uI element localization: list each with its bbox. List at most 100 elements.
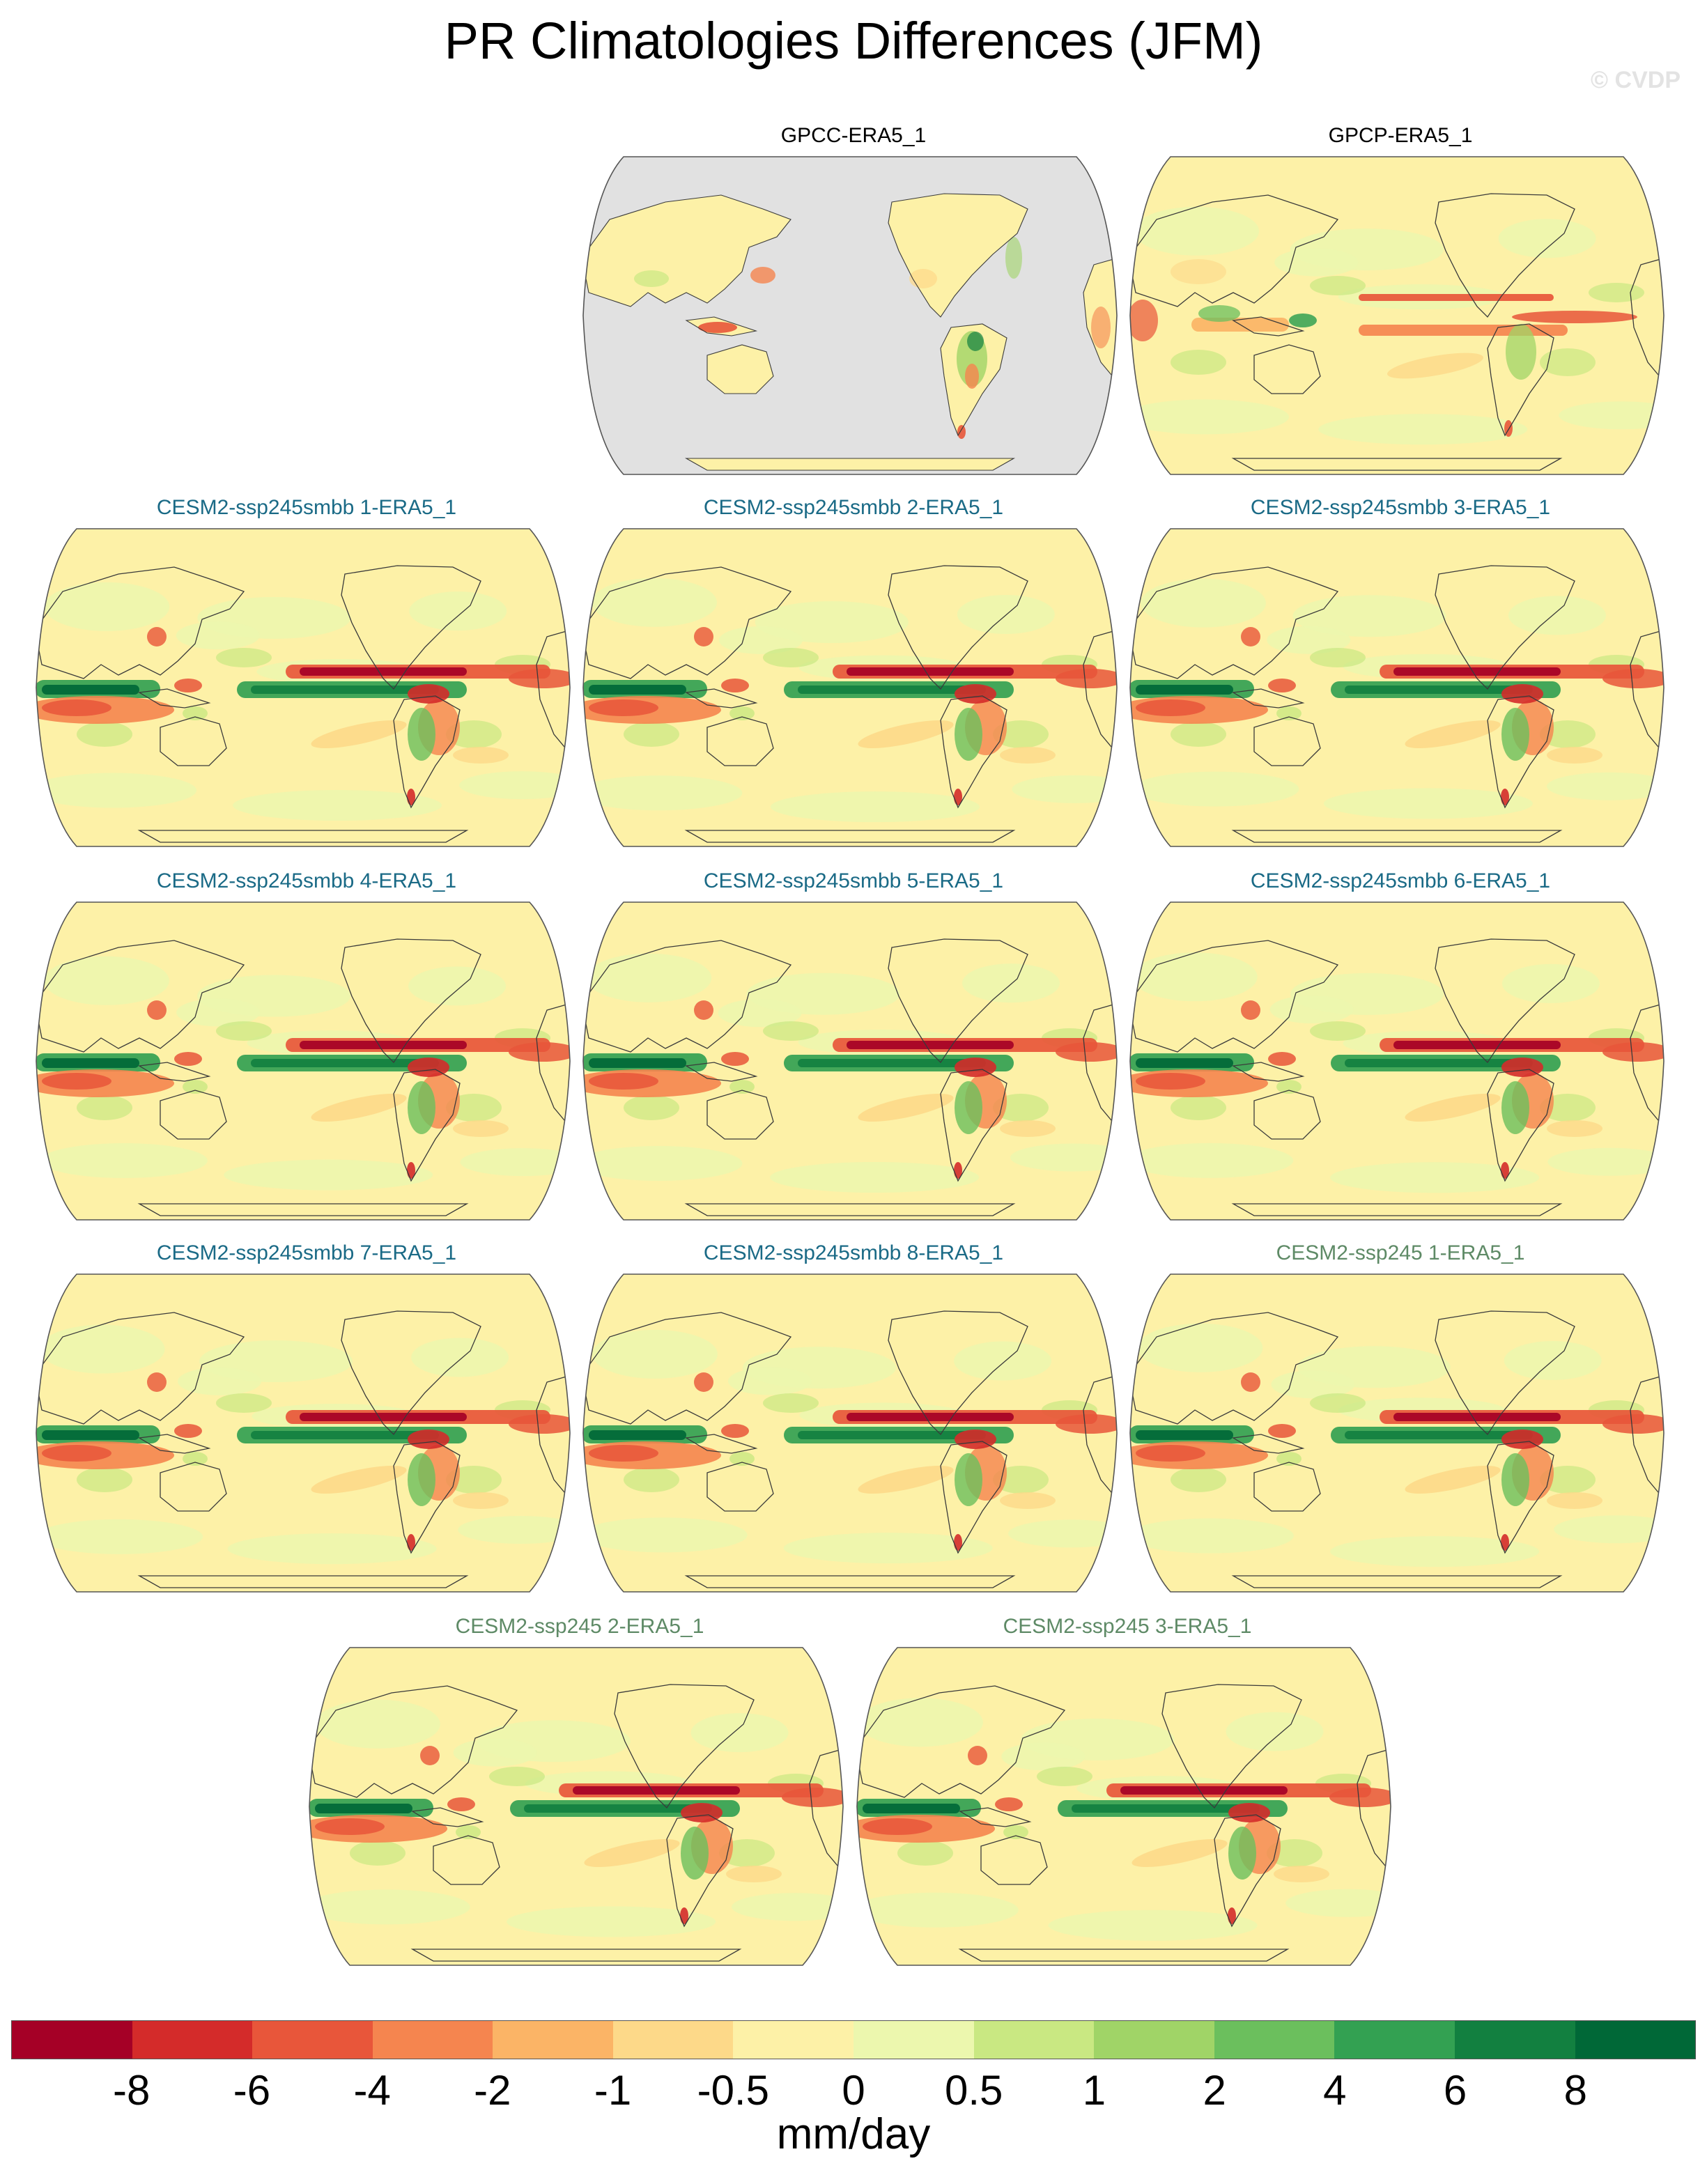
- precip-anomaly-patch: [1547, 747, 1602, 764]
- coastline-africa-west: [536, 1002, 570, 1130]
- coastline-africa-west: [1630, 257, 1664, 385]
- precip-anomaly-patch: [1001, 1742, 1086, 1771]
- precip-anomaly-patch: [147, 1372, 167, 1392]
- precip-anomaly-patch: [1405, 720, 1501, 748]
- precip-anomaly-patch: [36, 1519, 203, 1554]
- precip-anomaly-patch: [858, 1466, 954, 1494]
- coastline-antarctica: [137, 830, 469, 843]
- precip-anomaly-patch: [897, 1841, 953, 1866]
- precip-anomaly-patch: [858, 1094, 954, 1122]
- precip-anomaly-patch: [583, 1517, 748, 1553]
- map-panel: CESM2-ssp245 2-ERA5_1: [308, 1615, 851, 1991]
- land-field-antarctica: [686, 458, 1014, 470]
- map-border: [36, 528, 571, 847]
- colorbar-cell: [12, 2021, 132, 2059]
- colorbar-tick-label: 0: [842, 2067, 865, 2114]
- colorbar: [11, 2020, 1696, 2059]
- precip-anomaly-patch: [216, 1393, 272, 1413]
- colorbar-tick-label: 0.5: [944, 2067, 1003, 2114]
- colorbar-tick-label: -2: [474, 2067, 511, 2114]
- precip-anomaly-patch: [957, 425, 966, 439]
- precip-anomaly-patch: [624, 722, 679, 747]
- precip-anomaly-patch: [1226, 1712, 1324, 1751]
- coastline-north-america: [341, 938, 481, 1064]
- precip-anomaly-patch: [1268, 679, 1296, 692]
- precip-anomaly-patch: [1228, 1803, 1270, 1822]
- precip-anomaly-patch: [176, 998, 261, 1027]
- equatorial-wet-band: [589, 1430, 686, 1440]
- precip-anomaly-patch: [1602, 669, 1664, 688]
- coastline-south-america: [1214, 1814, 1281, 1928]
- precip-anomaly-patch: [174, 679, 202, 692]
- robinson-map: [1129, 156, 1664, 475]
- coastline-antarctica: [1231, 830, 1563, 843]
- colorbar-cell: [1575, 2021, 1696, 2059]
- coastline-south-america: [940, 1441, 1007, 1554]
- precip-anomaly-patch: [1501, 1081, 1529, 1134]
- precip-anomaly-patch: [1130, 300, 1158, 341]
- coastline-south-america: [393, 1441, 461, 1554]
- precip-anomaly-patch: [718, 626, 803, 654]
- map-panel: CESM2-ssp245 1-ERA5_1: [1129, 1241, 1672, 1618]
- precip-anomaly-patch: [624, 1095, 679, 1120]
- precip-anomaly-patch: [583, 1145, 743, 1181]
- precip-anomaly-patch: [954, 1341, 1052, 1381]
- robinson-map: [582, 1273, 1118, 1593]
- precip-anomaly-patch: [42, 699, 111, 716]
- precip-anomaly-patch: [634, 270, 669, 287]
- precip-anomaly-patch: [1547, 772, 1664, 800]
- precip-anomaly-patch: [507, 1906, 716, 1937]
- map-panel: CESM2-ssp245smbb 1-ERA5_1: [35, 496, 578, 872]
- itcz-band: [1359, 325, 1568, 336]
- precip-anomaly-patch: [1547, 1120, 1602, 1137]
- precip-anomaly-patch: [732, 1893, 843, 1921]
- colorbar-tick-label: 4: [1323, 2067, 1347, 2114]
- coastline-south-america: [1487, 695, 1554, 809]
- robinson-map: [1129, 901, 1664, 1221]
- coastline-africa-west: [1083, 257, 1117, 385]
- coastline-antarctica: [410, 1949, 742, 1962]
- coastline-asia: [1130, 1312, 1339, 1425]
- precip-anomaly-patch: [1330, 1536, 1540, 1567]
- precip-anomaly-patch: [309, 1889, 470, 1925]
- precip-anomaly-patch: [408, 1081, 435, 1134]
- coastline-north-america: [341, 565, 481, 690]
- colorbar-cell: [612, 2021, 734, 2059]
- robinson-map: [582, 156, 1118, 475]
- equatorial-wet-band: [589, 1058, 686, 1068]
- equatorial-wet-band: [863, 1804, 960, 1813]
- colorbar-tick-label: 1: [1082, 2067, 1106, 2114]
- precip-anomaly-patch: [771, 791, 980, 823]
- coastline-north-america: [614, 1684, 755, 1809]
- map-panel: GPCP-ERA5_1: [1129, 124, 1672, 500]
- precip-anomaly-patch: [968, 1746, 987, 1765]
- precip-anomaly-patch: [1501, 963, 1600, 1003]
- precip-anomaly-patch: [729, 1452, 755, 1466]
- precip-anomaly-patch: [694, 627, 713, 646]
- colorbar-tick-label: -4: [353, 2067, 391, 2114]
- robinson-map: [1129, 528, 1664, 847]
- precip-anomaly-patch: [1274, 248, 1359, 277]
- equatorial-dry-band: [300, 1041, 467, 1049]
- coastline-antarctica: [1231, 1575, 1563, 1588]
- coastline-maritime-continent: [1232, 316, 1305, 336]
- coastline-maritime-continent: [138, 1062, 211, 1082]
- precip-anomaly-patch: [1501, 708, 1529, 761]
- colorbar-tick-label: -0.5: [697, 2067, 769, 2114]
- colorbar-cell: [1454, 2021, 1575, 2059]
- equatorial-dry-band: [1120, 1786, 1288, 1795]
- colorbar-units: mm/day: [776, 2110, 931, 2158]
- coastline-north-america: [888, 938, 1028, 1064]
- precip-anomaly-patch: [311, 1094, 407, 1122]
- equatorial-dry-band: [847, 667, 1014, 676]
- map-border: [856, 1647, 1391, 1966]
- panel-title: CESM2-ssp245 3-ERA5_1: [1003, 1615, 1252, 1638]
- coastline-africa-west: [536, 629, 570, 757]
- panel-title: CESM2-ssp245smbb 7-ERA5_1: [156, 1241, 457, 1264]
- precip-anomaly-patch: [1005, 237, 1022, 279]
- precip-anomaly-patch: [1171, 259, 1226, 284]
- map-panel: CESM2-ssp245smbb 8-ERA5_1: [582, 1241, 1125, 1618]
- precip-anomaly-patch: [227, 1533, 437, 1565]
- precip-anomaly-patch: [458, 1515, 570, 1544]
- equatorial-dry-band: [300, 667, 467, 676]
